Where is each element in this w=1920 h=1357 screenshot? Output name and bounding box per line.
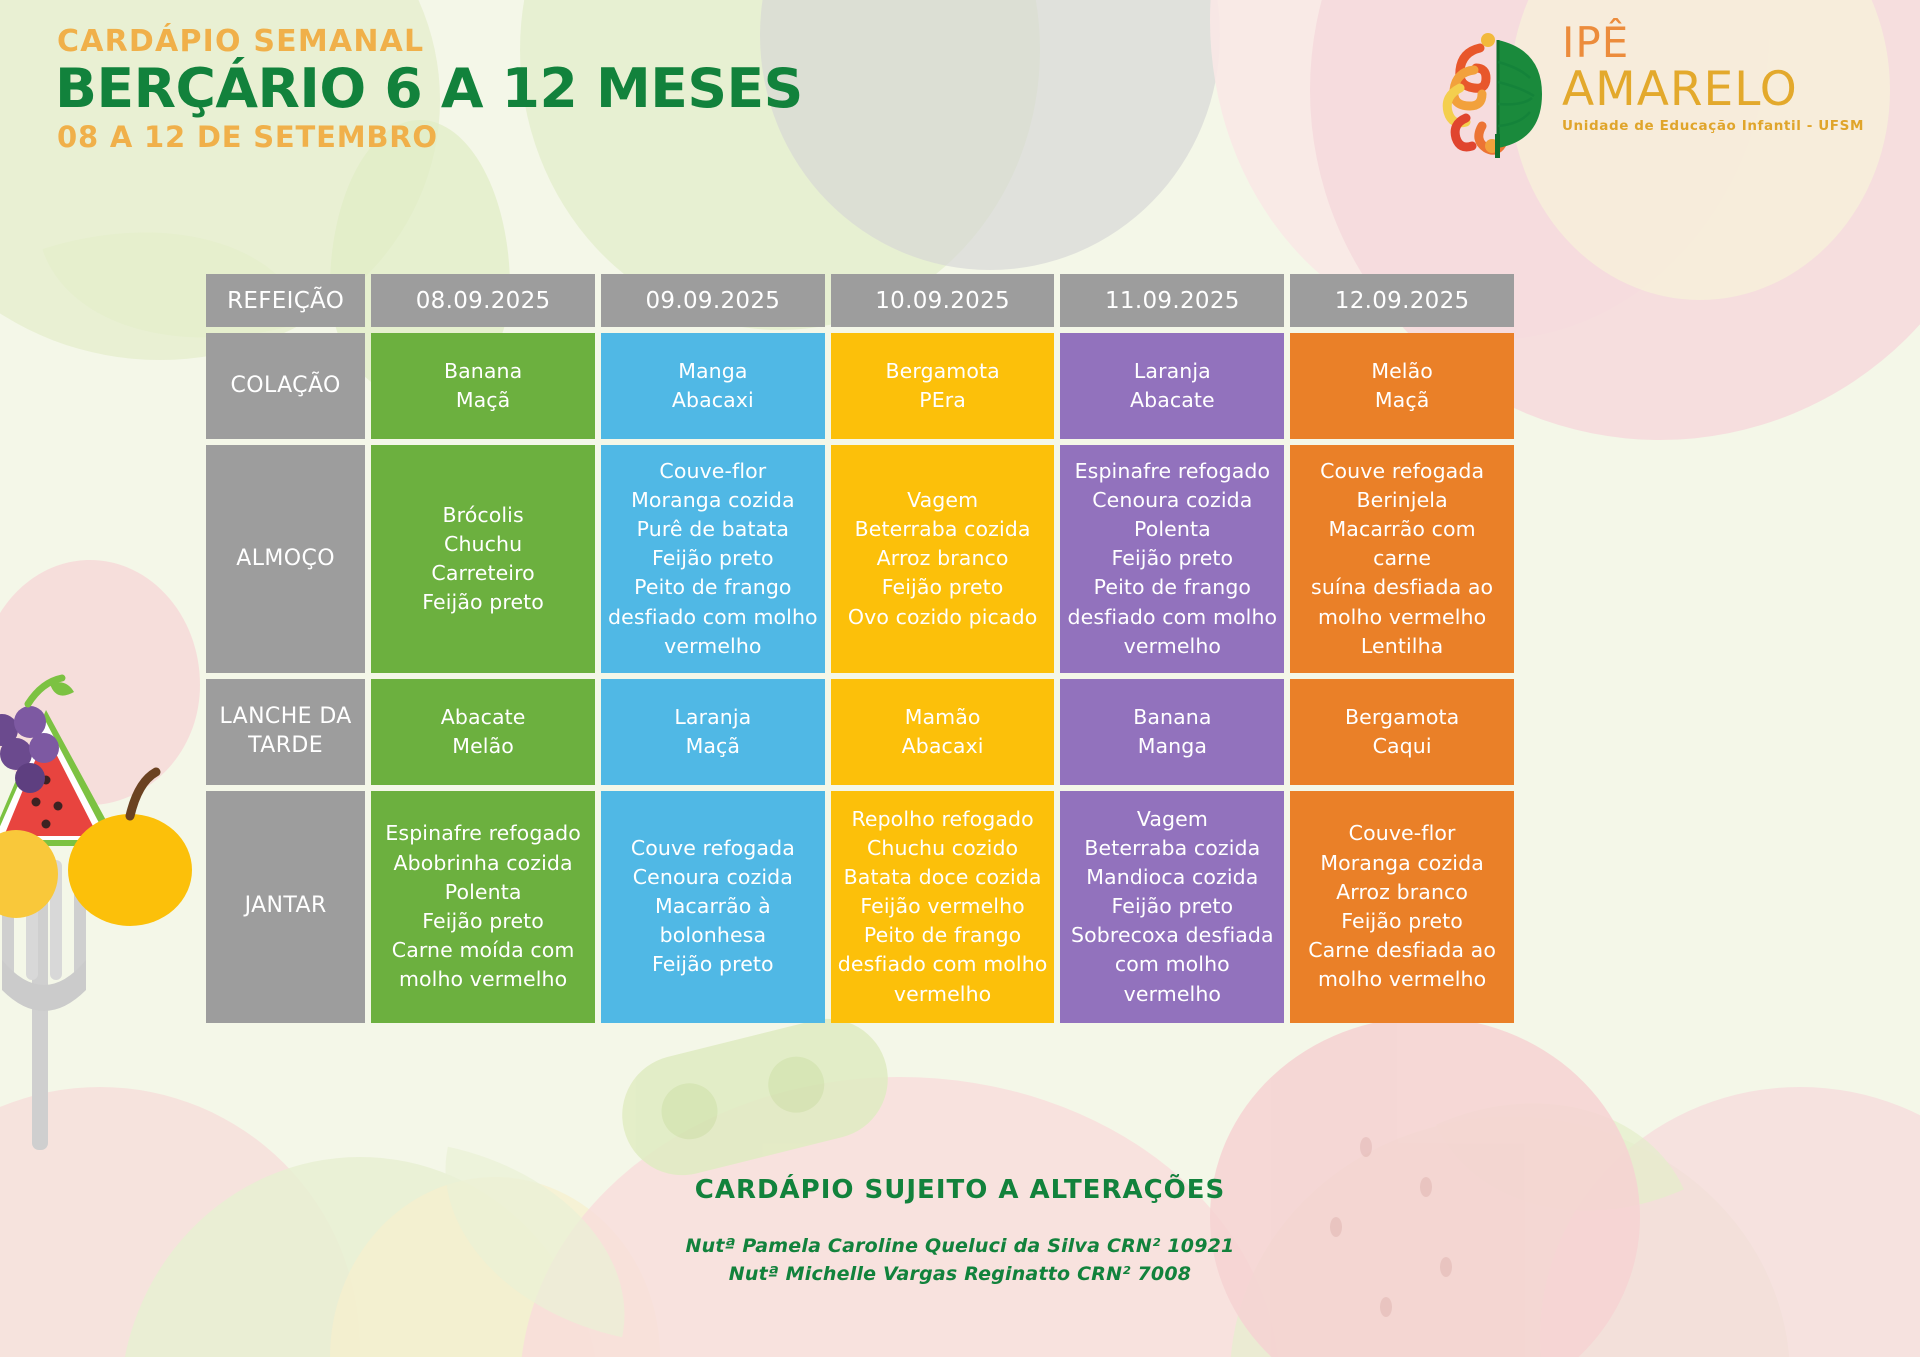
meal-label-jantar: JANTAR: [206, 790, 366, 1023]
menu-cell-colacao-day5: Melão Maçã: [1290, 333, 1514, 439]
peach-icon: [0, 830, 58, 918]
weekly-menu-table: REFEIÇÃO 08.09.2025 09.09.2025 10.09.202…: [200, 268, 1520, 1029]
menu-cell-colacao-day4: Laranja Abacate: [1060, 333, 1285, 439]
menu-cell-jantar-day4: Vagem Beterraba cozida Mandioca cozida Feij…: [1060, 790, 1285, 1023]
header-day-5: 12.09.2025: [1290, 274, 1514, 327]
menu-cell-almoco-day5: Couve refogada Berinjela Macarrão com carn…: [1290, 445, 1514, 673]
logo-unit-label: Unidade de Educação Infantil - UFSM: [1562, 118, 1864, 134]
table-header-row: REFEIÇÃO 08.09.2025 09.09.2025 10.09.202…: [206, 274, 1514, 327]
header-daterange: 08 A 12 DE SETEMBRO: [57, 120, 438, 155]
menu-cell-jantar-day3: Repolho refogado Chuchu cozido Batata doce…: [830, 790, 1055, 1023]
table-row-almoco: ALMOÇO Brócolis Chuchu Carreteiro Feijão pr…: [206, 445, 1514, 673]
footer-disclaimer: CARDÁPIO SUJEITO A ALTERAÇÕES: [694, 1175, 1226, 1205]
ipe-amarelo-leaf-icon: [1436, 26, 1556, 163]
menu-cell-almoco-day4: Espinafre refogado Cenoura cozida Polenta F…: [1060, 445, 1285, 673]
table-row-lanche-da-tarde: LANCHE DA TARDE Abacate Melão Laranja Maçã …: [206, 678, 1514, 785]
header-day-3: 10.09.2025: [830, 274, 1055, 327]
menu-cell-colacao-day3: Bergamota PEra: [830, 333, 1055, 439]
meal-label-lanche-da-tarde: LANCHE DA TARDE: [206, 678, 366, 785]
nutritionist-credit-1: Nutª Pamela Caroline Queluci da Silva CR…: [685, 1235, 1235, 1257]
institution-logo: IPÊ AMARELO Unidade de Educação Infantil…: [1436, 22, 1864, 163]
bg-blob-grey-top: [760, 0, 1220, 270]
page-title: BERÇÁRIO 6 A 12 MESES: [55, 57, 803, 120]
meal-label-colacao: COLAÇÃO: [206, 333, 366, 439]
header-meal-column: REFEIÇÃO: [206, 274, 366, 327]
menu-cell-colacao-day1: Banana Maçã: [371, 333, 595, 439]
menu-cell-jantar-day5: Couve-flor Moranga cozida Arroz branco Feij…: [1290, 790, 1514, 1023]
header-day-2: 09.09.2025: [600, 274, 825, 327]
nutritionist-credit-2: Nutª Michelle Vargas Reginatto CRN² 7008: [728, 1263, 1192, 1285]
page-header: CARDÁPIO SEMANAL BERÇÁRIO 6 A 12 MESES 0…: [55, 24, 803, 155]
logo-name-line1: IPÊ: [1562, 18, 1630, 67]
logo-name-line2: AMARELO: [1562, 62, 1798, 117]
menu-cell-jantar-day1: Espinafre refogado Abobrinha cozida Polent…: [371, 790, 595, 1023]
bg-pea-pod-icon: [609, 1006, 901, 1188]
header-day-1: 08.09.2025: [371, 274, 595, 327]
menu-cell-lanche-day3: Mamão Abacaxi: [830, 678, 1055, 785]
meal-label-almoco: ALMOÇO: [206, 445, 366, 673]
menu-cell-lanche-day5: Bergamota Caqui: [1290, 678, 1514, 785]
menu-cell-lanche-day1: Abacate Melão: [371, 678, 595, 785]
menu-cell-almoco-day2: Couve-flor Moranga cozida Purê de batata Fe…: [600, 445, 825, 673]
page-footer: CARDÁPIO SUJEITO A ALTERAÇÕES Nutª Pamel…: [0, 1175, 1920, 1291]
menu-cell-jantar-day2: Couve refogada Cenoura cozida Macarrão à b…: [600, 790, 825, 1023]
menu-cell-lanche-day4: Banana Manga: [1060, 678, 1285, 785]
table-row-jantar: JANTAR Espinafre refogado Abobrinha cozid…: [206, 790, 1514, 1023]
menu-cell-almoco-day1: Brócolis Chuchu Carreteiro Feijão preto: [371, 445, 595, 673]
header-day-4: 11.09.2025: [1060, 274, 1285, 327]
menu-cell-almoco-day3: Vagem Beterraba cozida Arroz branco Feijão …: [830, 445, 1055, 673]
menu-cell-lanche-day2: Laranja Maçã: [600, 678, 825, 785]
footer-credits: Nutª Pamela Caroline Queluci da Silva CR…: [0, 1235, 1920, 1285]
header-kicker: CARDÁPIO SEMANAL: [57, 24, 425, 59]
menu-cell-colacao-day2: Manga Abacaxi: [600, 333, 825, 439]
table-row-colacao: COLAÇÃO Banana Maçã Manga Abacaxi Bergamot…: [206, 333, 1514, 439]
